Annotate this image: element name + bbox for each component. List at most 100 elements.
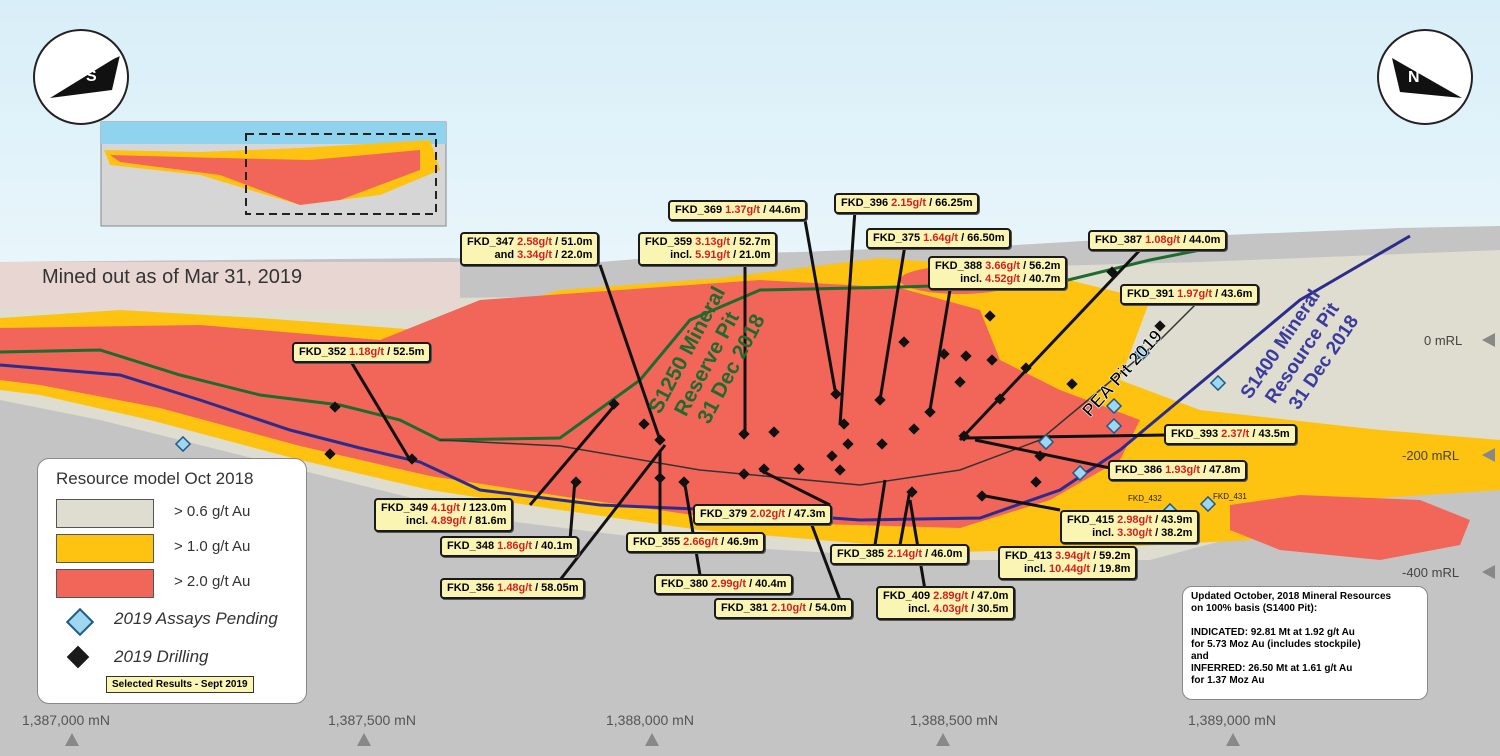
legend-label-assays-pending: 2019 Assays Pending: [114, 609, 278, 628]
callout-fkd359: FKD_359 3.13g/t / 52.7m incl. 5.91g/t / 2…: [638, 232, 778, 266]
callout-length: / 43.5m: [1252, 428, 1290, 440]
callout-length: / 51.0m: [555, 236, 593, 248]
callout-length2: / 81.6m: [469, 515, 507, 527]
drilling-2019-icon: [66, 645, 90, 669]
callout-length: / 47.0m: [971, 590, 1009, 602]
callout-fkd385: FKD_385 2.14g/t / 46.0m: [830, 544, 970, 565]
callout-fkd391: FKD_391 1.97g/t / 43.6m: [1120, 284, 1260, 305]
callout-length: / 44.6m: [763, 204, 801, 216]
callout-length: / 44.0m: [1183, 234, 1221, 246]
callout-grade: 2.37/t: [1221, 428, 1250, 440]
assays-pending-icon: [65, 607, 95, 637]
callout-grade: 1.86g/t: [497, 540, 532, 552]
callout-length: / 52.5m: [387, 346, 425, 358]
info-line-1: Updated October, 2018 Mineral Resources: [1191, 591, 1392, 602]
callout-grade: 1.18g/t: [349, 346, 384, 358]
callout-fkd415: FKD_415 2.98g/t / 43.9m incl. 3.30g/t / 3…: [1060, 510, 1200, 544]
callout-hole: FKD_356: [447, 582, 495, 594]
callout-fkd413: FKD_413 3.94g/t / 59.2m incl. 10.44g/t / …: [998, 546, 1138, 580]
callout-hole: FKD_349: [381, 502, 429, 514]
callout-length: / 43.6m: [1215, 288, 1253, 300]
callout-hole: FKD_375: [873, 232, 921, 244]
callout-length2: / 38.2m: [1155, 527, 1193, 539]
legend-label-1-0: > 1.0 g/t Au: [174, 538, 251, 555]
callout-pre2: incl.: [406, 515, 429, 527]
callout-grade2: 3.30g/t: [1117, 527, 1152, 539]
callout-length: / 46.0m: [925, 548, 963, 560]
callout-fkd379: FKD_379 2.02g/t / 47.3m: [693, 504, 833, 525]
callout-line2: incl. 4.03g/t / 30.5m: [883, 603, 1008, 616]
callout-length2: / 30.5m: [971, 603, 1009, 615]
legend-label-drilling: 2019 Drilling: [114, 647, 209, 666]
northing-ticks: [65, 733, 1240, 746]
info-line-5: for 5.73 Moz Au (includes stockpile): [1191, 639, 1361, 650]
callout-grade2: 5.91g/t: [695, 249, 730, 261]
callout-fkd381: FKD_381 2.10g/t / 54.0m: [714, 598, 854, 619]
callout-hole: FKD_369: [675, 204, 723, 216]
callout-pre2: incl.: [960, 273, 983, 285]
callout-grade: 4.1g/t: [431, 502, 460, 514]
legend-swatch-1-0: [56, 534, 154, 563]
callout-grade: 1.08g/t: [1145, 234, 1180, 246]
legend-title: Resource model Oct 2018: [56, 469, 254, 488]
callout-grade: 2.58g/t: [517, 236, 552, 248]
callout-length2: / 22.0m: [555, 249, 593, 261]
callout-line2: incl. 4.89g/t / 81.6m: [381, 515, 506, 528]
legend-swatch-2-0: [56, 569, 154, 598]
legend-panel: Resource model Oct 2018 > 0.6 g/t Au > 1…: [37, 458, 307, 704]
callout-grade2: 10.44g/t: [1049, 563, 1090, 575]
callout-hole: FKD_355: [633, 536, 681, 548]
callout-grade: 1.93g/t: [1165, 464, 1200, 476]
callout-length: / 54.0m: [809, 602, 847, 614]
callout-length: / 47.8m: [1203, 464, 1241, 476]
mrl-arrow-0: [1482, 333, 1495, 347]
callout-length: / 52.7m: [733, 236, 771, 248]
callout-line2: incl. 4.52g/t / 40.7m: [935, 273, 1060, 286]
callout-hole: FKD_393: [1171, 428, 1219, 440]
callout-length2: / 40.7m: [1023, 273, 1061, 285]
callout-fkd393: FKD_393 2.37/t / 43.5m: [1164, 424, 1297, 445]
callout-hole: FKD_413: [1005, 550, 1053, 562]
callout-grade: 1.97g/t: [1177, 288, 1212, 300]
callout-grade: 1.48g/t: [497, 582, 532, 594]
callout-fkd375: FKD_375 1.64g/t / 66.50m: [866, 228, 1012, 249]
mrl-label-400: -400 mRL: [1402, 565, 1460, 580]
callout-line2: incl. 5.91g/t / 21.0m: [645, 249, 770, 262]
callout-grade2: 4.52g/t: [985, 273, 1020, 285]
callout-grade: 3.13g/t: [695, 236, 730, 248]
callout-grade: 3.66g/t: [985, 260, 1020, 272]
callout-fkd409: FKD_409 2.89g/t / 47.0m incl. 4.03g/t / 3…: [876, 586, 1016, 620]
callout-length: / 58.05m: [535, 582, 579, 594]
callout-fkd396: FKD_396 2.15g/t / 66.25m: [834, 193, 980, 214]
callout-pre2: incl.: [1023, 563, 1046, 575]
callout-grade: 2.10g/t: [771, 602, 806, 614]
info-line-7: INFERRED: 26.50 Mt at 1.61 g/t Au: [1191, 663, 1353, 674]
callout-grade: 2.14g/t: [887, 548, 922, 560]
northing-1389000: 1,389,000 mN: [1188, 712, 1276, 728]
callout-grade: 1.37g/t: [725, 204, 760, 216]
hole-tag-fkd432: FKD_432: [1128, 494, 1162, 503]
callout-hole: FKD_380: [661, 578, 709, 590]
mrl-label-0: 0 mRL: [1424, 333, 1463, 348]
callout-hole: FKD_409: [883, 590, 931, 602]
compass-south-label: S: [86, 68, 97, 85]
callout-length: / 59.2m: [1093, 550, 1131, 562]
callout-hole: FKD_385: [837, 548, 885, 560]
callout-fkd352: FKD_352 1.18g/t / 52.5m: [292, 342, 432, 363]
hole-tag-fkd431: FKD_431: [1213, 492, 1247, 501]
callout-hole: FKD_359: [645, 236, 693, 248]
callout-grade: 2.89g/t: [933, 590, 968, 602]
callout-line2: and 3.34g/t / 22.0m: [467, 249, 593, 262]
callout-hole: FKD_388: [935, 260, 983, 272]
callout-grade: 3.94g/t: [1055, 550, 1090, 562]
zone-2-0-east: [1230, 495, 1470, 560]
callout-length: / 40.1m: [535, 540, 573, 552]
callout-pre2: incl.: [670, 249, 693, 261]
callout-fkd369: FKD_369 1.37g/t / 44.6m: [668, 200, 808, 221]
callout-grade2: 3.34g/t: [517, 249, 552, 261]
callout-length: / 40.4m: [749, 578, 787, 590]
northing-1388500: 1,388,500 mN: [910, 712, 998, 728]
callout-hole: FKD_415: [1067, 514, 1115, 526]
callout-length: / 123.0m: [462, 502, 507, 514]
callout-fkd347: FKD_347 2.58g/t / 51.0m and 3.34g/t / 22.…: [460, 232, 600, 266]
